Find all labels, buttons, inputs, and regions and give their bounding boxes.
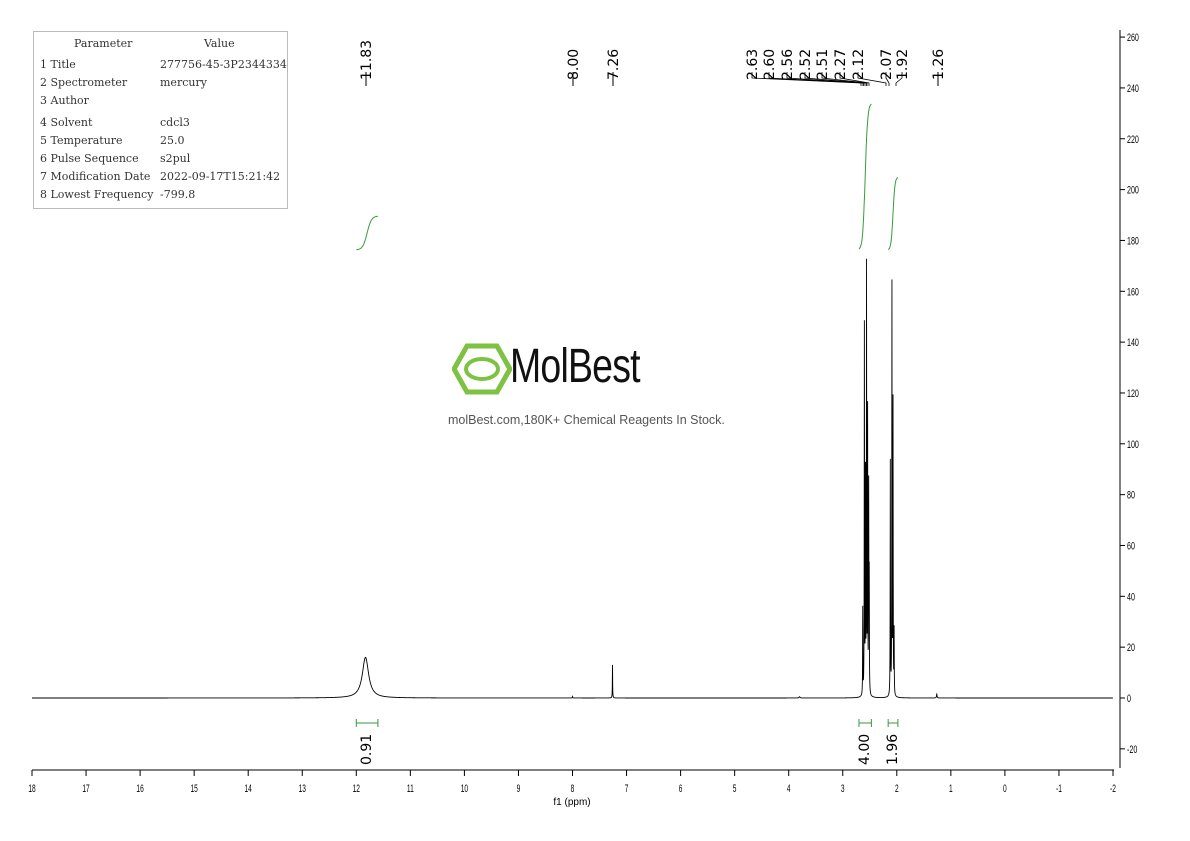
y-tick-label: 140 — [1127, 337, 1139, 349]
integral-curve — [356, 215, 378, 251]
param-value: s2pul — [160, 152, 191, 165]
param-name: 5 Temperature — [40, 134, 123, 147]
x-tick-label: 13 — [299, 782, 306, 794]
peak-label-line — [804, 72, 867, 86]
brand-name: MolBest — [510, 340, 641, 393]
peak-label: 2.52 — [798, 49, 814, 80]
y-tick-label: 120 — [1127, 387, 1139, 399]
x-tick-label: 18 — [28, 782, 35, 794]
param-value: 25.0 — [160, 134, 185, 147]
integral-value: 1.96 — [885, 734, 901, 765]
param-name: 2 Spectrometer — [40, 76, 128, 89]
peak-label-line — [839, 72, 870, 86]
tagline: molBest.com,180K+ Chemical Reagents In S… — [448, 413, 725, 427]
peak-label-line — [751, 72, 862, 86]
peak-label: 8.00 — [566, 49, 582, 80]
value-header: Value — [204, 37, 235, 50]
x-tick-label: 9 — [517, 782, 521, 794]
param-value: 2022-09-17T15:21:42 — [160, 170, 281, 183]
x-tick-label: 6 — [679, 782, 683, 794]
x-tick-label: 8 — [571, 782, 575, 794]
peak-label: 2.07 — [879, 49, 895, 80]
peak-label: 7.26 — [606, 49, 622, 80]
peak-label: 2.27 — [833, 49, 849, 80]
y-tick-label: 200 — [1127, 184, 1139, 196]
peak-label: 2.63 — [745, 49, 761, 80]
peak-label: 11.83 — [359, 40, 375, 80]
x-tick-label: 1 — [949, 782, 953, 794]
y-tick-label: 0 — [1127, 693, 1131, 705]
y-tick-label: 240 — [1127, 82, 1139, 94]
peak-label: 2.56 — [780, 49, 796, 80]
peak-label-line — [885, 72, 890, 86]
x-tick-label: 5 — [733, 782, 737, 794]
x-tick-label: 0 — [1003, 782, 1007, 794]
y-tick-label: 100 — [1127, 438, 1139, 450]
hexagon-logo-icon — [452, 343, 512, 395]
parameter-table: Parameter Value 1 Title 277756-45-3P23443… — [33, 31, 288, 209]
x-tick-label: -2 — [1110, 782, 1116, 794]
peak-label-line — [895, 72, 903, 86]
peak-label: 1.26 — [931, 49, 947, 80]
param-name: 6 Pulse Sequence — [40, 152, 139, 165]
y-tick-label: 40 — [1127, 591, 1135, 603]
integral-curve — [887, 177, 899, 250]
x-tick-label: 4 — [787, 782, 791, 794]
integral-curve — [858, 103, 872, 250]
x-tick-label: 3 — [841, 782, 845, 794]
integral-value: 4.00 — [857, 734, 873, 765]
peak-label: 2.12 — [851, 49, 867, 80]
param-name: 1 Title — [40, 58, 76, 71]
y-tick-label: 220 — [1127, 133, 1139, 145]
y-tick-label: -20 — [1127, 743, 1137, 755]
x-tick-label: 17 — [82, 782, 89, 794]
x-tick-label: 14 — [245, 782, 252, 794]
x-tick-label: 16 — [136, 782, 143, 794]
param-value: 277756-45-3P2344334 — [160, 58, 287, 71]
peak-label-line — [786, 72, 865, 86]
integral-value: 0.91 — [359, 734, 375, 765]
x-tick-label: 12 — [353, 782, 360, 794]
y-tick-label: 180 — [1127, 235, 1139, 247]
peak-label-line — [857, 72, 887, 86]
param-value: -799.8 — [160, 188, 196, 201]
param-name: 3 Author — [40, 94, 89, 107]
x-axis-label: f1 (ppm) — [553, 797, 590, 808]
x-tick-label: 15 — [190, 782, 197, 794]
param-name: 8 Lowest Frequency — [40, 188, 154, 201]
param-value: cdcl3 — [160, 116, 190, 129]
param-name: 7 Modification Date — [40, 170, 151, 183]
x-tick-label: -1 — [1056, 782, 1062, 794]
x-tick-label: 10 — [461, 782, 468, 794]
y-tick-label: 80 — [1127, 489, 1135, 501]
y-tick-label: 160 — [1127, 286, 1139, 298]
peak-label: 1.92 — [895, 49, 911, 80]
peak-label: 2.51 — [815, 49, 831, 80]
param-value: mercury — [160, 76, 207, 89]
param-name: 4 Solvent — [40, 116, 93, 129]
peak-label: 2.60 — [762, 49, 778, 80]
x-tick-label: 7 — [625, 782, 629, 794]
x-tick-label: 2 — [895, 782, 899, 794]
peak-label-line — [768, 72, 864, 86]
y-tick-label: 20 — [1127, 642, 1135, 654]
y-tick-label: 60 — [1127, 540, 1135, 552]
x-tick-label: 11 — [407, 782, 414, 794]
param-header: Parameter — [74, 37, 133, 50]
peak-label-line — [821, 72, 868, 86]
spectrum-line — [32, 258, 1113, 699]
y-tick-label: 260 — [1127, 32, 1139, 44]
